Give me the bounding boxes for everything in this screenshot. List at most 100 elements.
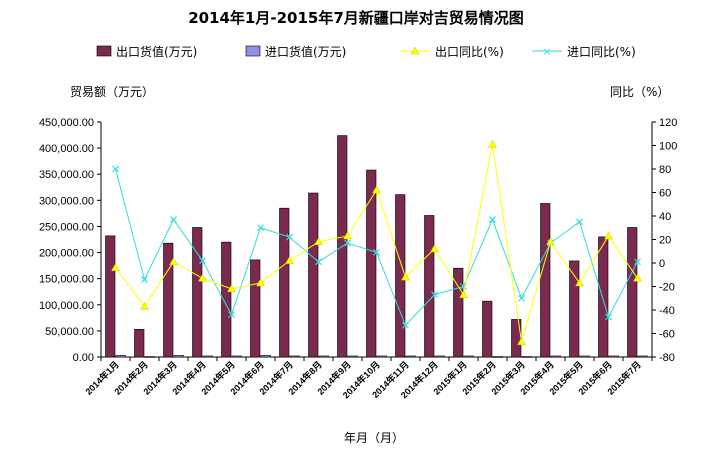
y2-axis-title: 同比（%） [610,85,669,99]
point-export-yoy [169,257,178,266]
point-export-yoy [633,273,642,282]
bar-export-value [511,319,522,358]
bar-import-value [376,355,387,358]
y2-tick-label: 20 [659,235,671,247]
point-export-yoy [517,337,526,345]
bar-export-value [540,203,551,358]
point-import-yoy [634,258,641,266]
point-import-yoy [605,313,612,321]
point-export-yoy [459,290,468,298]
legend: 出口货值(万元) 进口货值(万元) 出口同比(%) × 进口同比(%) [96,44,636,59]
bar-import-value [202,355,213,358]
point-import-yoy-stroke [199,257,206,265]
x-axis-title: 年月（月） [344,431,404,445]
point-export-yoy [314,237,323,246]
point-import-yoy [576,218,583,226]
bar-import-value [347,355,358,358]
point-export-yoy [575,278,584,287]
bar-import-value [231,355,242,358]
point-export-yoy [401,272,410,281]
point-import-yoy [170,216,177,223]
point-export-yoy [604,231,613,240]
point-import-yoy [228,311,235,319]
bar-import-value [550,355,561,358]
y2-tick-label: -60 [659,329,675,341]
bar-export-value [482,300,493,358]
point-import-yoy-stroke [286,233,293,241]
y2-tick-label: -40 [659,305,675,317]
legend-marker-export-yoy [410,46,420,55]
point-import-yoy-stroke [373,249,380,256]
y-tick-label: 400,000.00 [39,143,94,155]
bar-export-value [366,169,377,358]
legend-label-import-yoy: 进口同比(%) [567,45,636,59]
legend-marker-import-yoy: × [542,45,551,58]
y2-tick-label: 0 [659,258,665,270]
point-import-yoy-stroke [402,321,409,329]
bar-import-value [637,355,648,358]
y2-tick-label: -20 [659,282,675,294]
point-import-yoy-stroke [431,291,438,299]
bar-export-value [192,227,203,358]
bar-export-value [134,329,145,358]
point-export-yoy [111,263,120,271]
y-tick-label: 350,000.00 [39,169,94,181]
legend-label-import-value: 进口货值(万元) [265,44,346,59]
y2-tick-label: 60 [659,188,671,200]
legend-label-export-value: 出口货值(万元) [116,44,197,59]
bar-export-value [627,227,638,358]
bar-export-value [569,260,580,358]
bar-import-value [579,355,590,358]
point-export-yoy [546,237,555,246]
bar-import-value [260,355,271,358]
bar-export-value [105,235,116,358]
bar-import-value [434,355,445,358]
bar-import-value [492,356,503,358]
point-import-yoy [373,249,380,256]
point-import-yoy-stroke [489,216,496,223]
point-import-yoy [286,233,293,241]
point-export-yoy [198,273,207,282]
bar-import-value [289,355,300,358]
point-export-yoy [285,256,294,264]
bar-import-value [173,355,184,358]
y-axis-title: 贸易额（万元） [70,85,154,99]
point-import-yoy-stroke [315,258,322,266]
legend-swatch-import-value [245,45,261,57]
point-import-yoy-stroke [228,311,235,319]
bar-export-value [453,267,464,358]
bar-import-value [608,355,619,358]
y2-tick-label: 120 [659,117,677,129]
point-import-yoy [199,257,206,265]
point-import-yoy [315,258,322,266]
bar-import-value [144,356,155,358]
bar-export-value [250,259,261,358]
y2-tick-label: 100 [659,141,677,153]
point-import-yoy [141,276,148,283]
point-import-yoy [431,291,438,299]
bar-export-value [395,194,406,358]
chart-title: 2014年1月-2015年7月新疆口岸对吉贸易情况图 [188,9,524,27]
bar-import-value [115,355,126,358]
point-export-yoy [343,231,352,240]
point-import-yoy [402,321,409,329]
point-export-yoy [227,284,236,293]
legend-label-export-yoy: 出口同比(%) [435,45,504,59]
y-tick-label: 450,000.00 [39,117,94,129]
point-import-yoy-stroke [141,276,148,283]
point-import-yoy-stroke [576,218,583,226]
y-tick-label: 150,000.00 [39,274,94,286]
bar-export-value [424,215,435,358]
point-import-yoy [518,294,525,302]
y-tick-label: 100,000.00 [39,300,94,312]
legend-swatch-export-value [96,45,112,57]
y-tick-label: 200,000.00 [39,248,94,260]
y-tick-label: 0.00 [73,352,94,364]
y-tick-label: 300,000.00 [39,195,94,207]
y2-tick-label: -80 [659,352,675,364]
point-import-yoy [489,216,496,223]
y-tick-label: 50,000.00 [45,326,94,338]
bar-import-value [318,355,329,358]
point-export-yoy [140,301,149,310]
bar-import-value [463,355,474,358]
